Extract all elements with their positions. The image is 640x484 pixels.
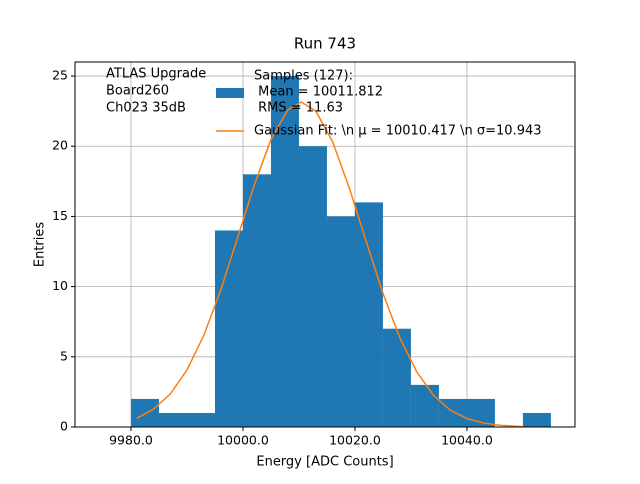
axes-frame [74, 61, 576, 428]
bar [410, 384, 439, 427]
y-tick-label: 0 [60, 419, 68, 434]
annotation: Board260 [106, 84, 169, 99]
bar [298, 146, 327, 427]
legend-label: RMS = 11.63 [254, 101, 343, 116]
chart-title: Run 743 [294, 35, 356, 53]
x-tick-label: 10040.0 [441, 433, 493, 448]
bar [158, 412, 187, 427]
x-tick-label: 9980.0 [109, 433, 153, 448]
bar [522, 412, 551, 427]
y-axis-label: Entries [33, 222, 48, 268]
x-tick-label: 10000.0 [217, 433, 269, 448]
y-tick-label: 25 [52, 68, 68, 83]
plot-area [130, 76, 551, 428]
annotation: ATLAS Upgrade [106, 67, 206, 82]
bar [354, 202, 383, 427]
bar [242, 174, 271, 427]
x-tick-label: 10020.0 [329, 433, 381, 448]
y-tick-label: 15 [52, 208, 68, 223]
y-tick-label: 20 [52, 138, 68, 153]
x-axis-label: Energy [ADC Counts] [256, 455, 393, 470]
legend-label: Mean = 10011.812 [254, 85, 383, 100]
legend-label: Samples (127): [254, 69, 353, 84]
bar [186, 412, 215, 427]
legend-swatch [216, 88, 244, 98]
bar [270, 76, 299, 428]
overlay: 9980.0 10000.0 10020.0 10040.0 0 5 10 15 20 25 ATL… [52, 67, 541, 448]
bar [326, 216, 355, 427]
y-tick-label: 10 [52, 278, 68, 293]
legend-label: Gaussian Fit: \n μ = 10010.417 \n σ=10.9… [254, 124, 542, 139]
fit-line [136, 101, 523, 428]
y-tick-label: 5 [60, 348, 68, 363]
bar [382, 328, 411, 427]
annotation: Ch023 35dB [106, 101, 186, 116]
bar [214, 230, 243, 427]
